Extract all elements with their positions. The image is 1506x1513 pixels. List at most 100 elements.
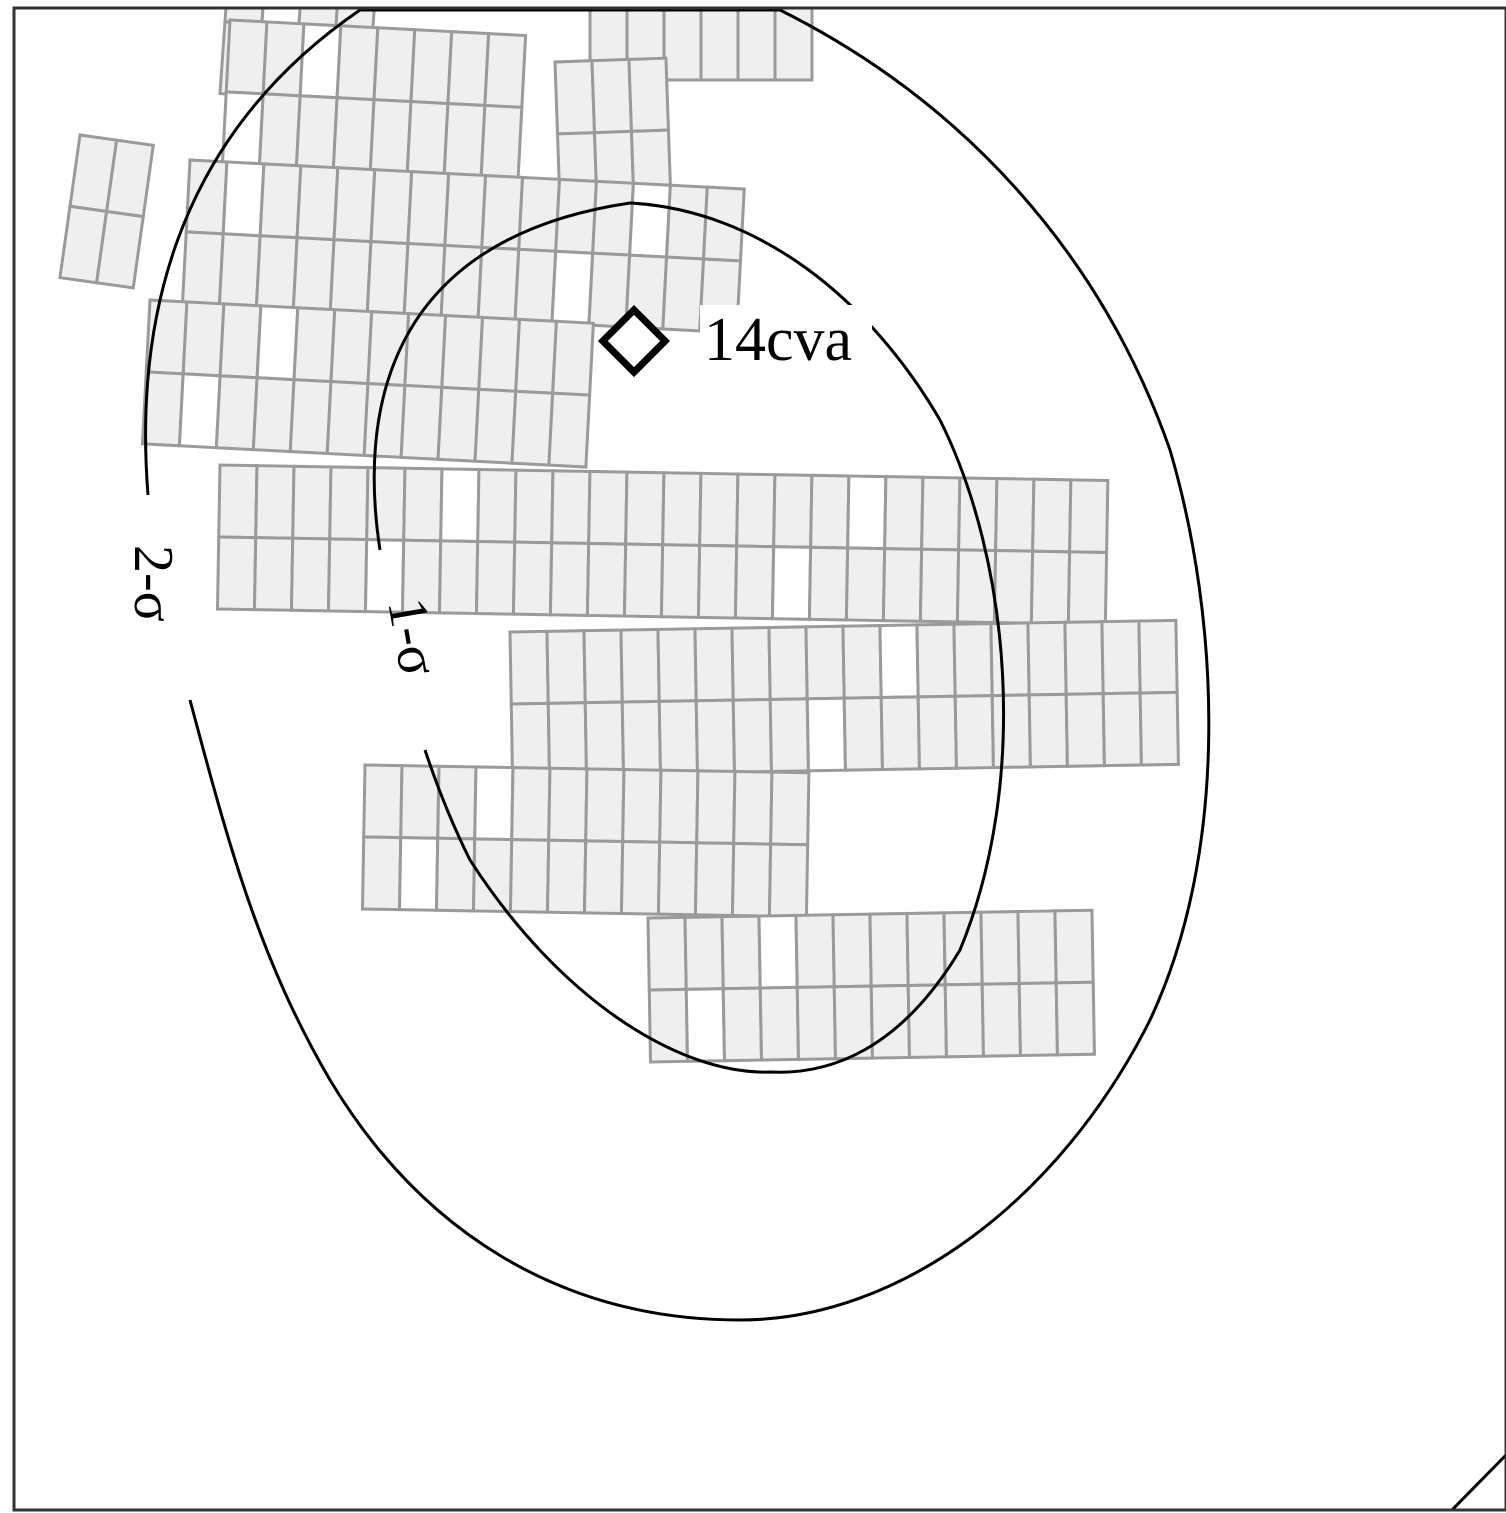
tile-block [360, 763, 811, 919]
tile [288, 378, 333, 456]
tile [1016, 909, 1058, 986]
tile [409, 28, 454, 106]
tile [768, 697, 810, 773]
tile [731, 697, 773, 774]
tile [546, 701, 589, 777]
tile [510, 766, 552, 842]
tile [291, 236, 336, 314]
tile [181, 300, 226, 378]
tile [583, 700, 626, 777]
tile [436, 385, 481, 463]
tile [184, 158, 229, 236]
tile [696, 543, 739, 620]
inner-contour [372, 201, 1006, 1074]
tile [736, 8, 777, 82]
tile [476, 467, 518, 544]
tile [1066, 550, 1109, 627]
outer-contour-label: 2-σ [122, 545, 184, 622]
tile [582, 839, 625, 916]
tile [397, 836, 440, 912]
source-label: 14cva [704, 306, 852, 374]
tile [326, 537, 369, 614]
tile [868, 911, 910, 988]
tile [805, 696, 847, 773]
frame [12, 6, 1506, 1512]
tile [511, 540, 554, 617]
tile [844, 546, 887, 623]
tile [619, 839, 662, 916]
tile [582, 628, 624, 705]
tile [772, 473, 814, 549]
tile [550, 469, 592, 545]
tile [992, 549, 1035, 625]
tile [657, 699, 700, 775]
tile [1054, 980, 1096, 1057]
tile [104, 138, 155, 219]
tile [621, 767, 663, 844]
tile [767, 842, 810, 919]
tile [1064, 692, 1106, 768]
tile [794, 913, 836, 989]
tile [365, 466, 407, 542]
tile [585, 541, 628, 618]
tile [510, 389, 555, 467]
tile [656, 627, 698, 703]
contours [144, 8, 1506, 1510]
tile [758, 985, 801, 1062]
tile [591, 179, 635, 257]
tile [1137, 618, 1179, 695]
tile [994, 477, 1036, 553]
tile [294, 94, 339, 172]
tile [804, 624, 846, 701]
tile [554, 177, 599, 255]
tile [254, 234, 299, 312]
tile [1053, 908, 1095, 985]
tile [1027, 692, 1069, 769]
tile [664, 183, 709, 261]
tile [508, 629, 550, 706]
tile [683, 915, 725, 991]
tile [547, 766, 589, 843]
tile [979, 910, 1021, 986]
tile [1101, 691, 1143, 768]
tile [480, 173, 525, 251]
tile [647, 987, 690, 1064]
tile [846, 474, 888, 551]
tile [517, 175, 562, 253]
tile [94, 209, 145, 290]
tile [627, 56, 670, 133]
tile [619, 627, 661, 704]
tile [217, 232, 262, 310]
tile [730, 841, 773, 918]
tile [218, 302, 263, 380]
tile-block [215, 463, 1110, 627]
tile [1063, 620, 1105, 696]
tile-block [220, 18, 528, 181]
tile [878, 623, 920, 700]
tile [590, 57, 634, 135]
tile-block [58, 133, 155, 290]
source-marker [597, 304, 671, 378]
tile [215, 535, 258, 612]
tile [695, 769, 737, 845]
tile [955, 548, 998, 625]
tile [1138, 690, 1180, 767]
tile [399, 383, 444, 461]
tile [1100, 619, 1142, 696]
label-background [700, 305, 872, 367]
tile [291, 464, 333, 541]
tile [841, 624, 883, 700]
tile [474, 539, 517, 616]
tile [548, 541, 591, 617]
tile [514, 317, 559, 395]
outer-contour [144, 8, 1211, 1322]
tile [656, 840, 699, 917]
tile [365, 240, 410, 317]
tile [658, 768, 700, 845]
tile [980, 982, 1022, 1058]
tile [662, 8, 703, 82]
corner-line [1449, 1453, 1506, 1510]
tile [328, 238, 373, 316]
tile [221, 160, 266, 238]
tile [551, 319, 595, 397]
